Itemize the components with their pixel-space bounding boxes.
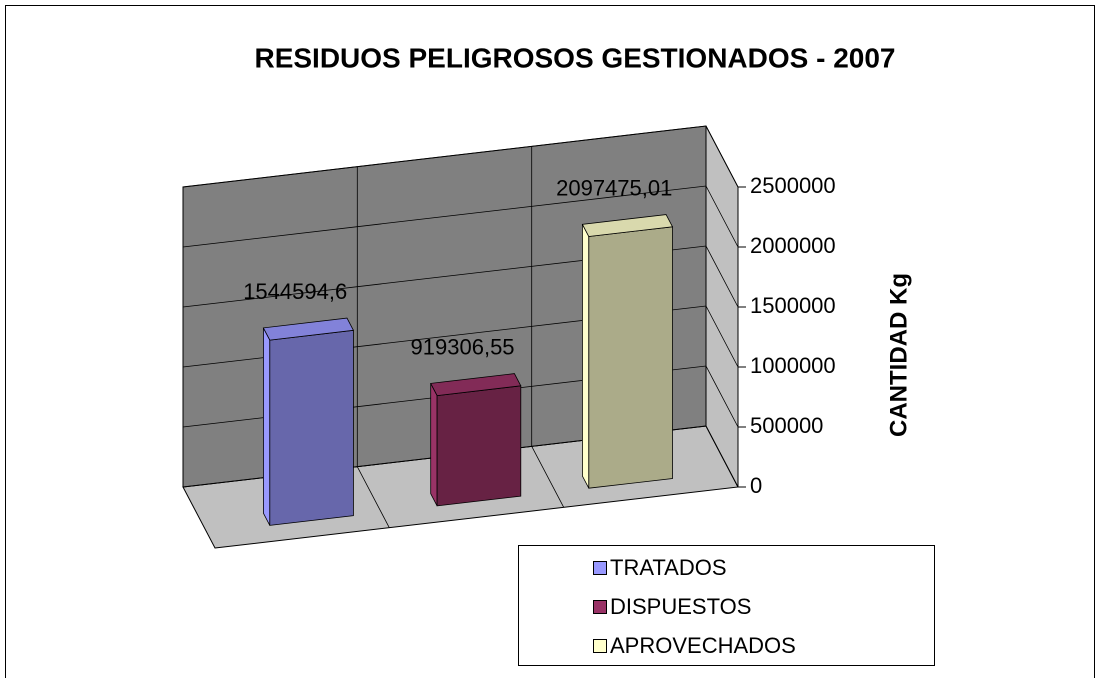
legend-box [518, 545, 935, 666]
y-tick-label: 500000 [750, 413, 823, 438]
bar-top [262, 317, 355, 341]
bar [262, 317, 355, 526]
bar-top [430, 373, 522, 397]
legend-label: APROVECHADOS [610, 633, 796, 658]
bar [581, 214, 674, 489]
legend-swatch [593, 600, 607, 614]
bar-top [581, 214, 674, 237]
legend-label: TRATADOS [610, 555, 727, 580]
bar [430, 373, 522, 507]
y-tick-label: 1000000 [750, 353, 836, 378]
legend-label: DISPUESTOS [610, 594, 751, 619]
side-wall [705, 125, 739, 488]
bar-side [430, 383, 438, 507]
bar-front [269, 329, 354, 526]
grid-line [182, 305, 739, 368]
bar-front [588, 226, 673, 489]
value-label: 2097475,01 [556, 175, 672, 200]
legend: TRATADOS DISPUESTOS APROVECHADOS [518, 545, 935, 666]
legend-swatch [593, 639, 607, 653]
grid-line [182, 245, 739, 308]
grid-line [182, 425, 739, 488]
y-tick-label: 0 [750, 473, 762, 498]
y-tick-label: 2500000 [750, 173, 836, 198]
value-label: 1544594,6 [243, 279, 347, 304]
y-tick-label: 2000000 [750, 233, 836, 258]
y-tick-label: 1500000 [750, 293, 836, 318]
bar-side [582, 224, 590, 489]
grid-line [182, 185, 739, 248]
value-label: 919306,55 [411, 334, 515, 359]
chart-title: RESIDUOS PELIGROSOS GESTIONADOS - 2007 [254, 42, 895, 73]
grid-line [182, 125, 739, 188]
bar-front [436, 385, 522, 507]
y-axis-label: CANTIDAD Kg [885, 273, 912, 437]
legend-swatch [593, 561, 607, 575]
bar-side [262, 327, 271, 526]
grid-line [182, 365, 739, 428]
